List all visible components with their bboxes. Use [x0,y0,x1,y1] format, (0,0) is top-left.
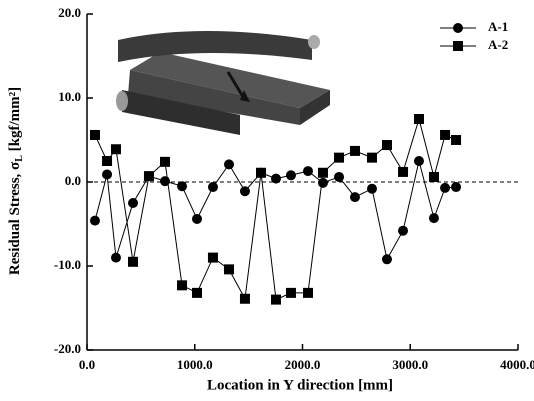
data-point [110,144,121,155]
legend-label: A-2 [488,37,508,52]
y-tick-label: 20.0 [58,5,81,20]
y-axis-label-main: Residual Stress, σ [7,161,23,275]
y-tick-label: 10.0 [58,89,81,104]
data-point [239,186,250,197]
data-point [317,177,328,188]
data-point [285,170,296,181]
x-tick-label: 1000.0 [177,357,213,372]
data-point [381,140,392,151]
y-tick-label: -20.0 [54,341,81,356]
x-tick-label: 2000.0 [285,357,321,372]
data-point [451,135,462,145]
data-point [317,167,328,178]
series-line [94,117,457,301]
data-point [366,183,377,194]
data-point [366,152,377,163]
data-point [285,287,296,298]
data-point [398,166,409,177]
data-point [451,182,462,193]
legend-marker [453,41,463,51]
x-tick-label: 4000.0 [500,357,534,372]
data-point [334,152,345,163]
data-point [224,264,235,275]
x-tick-label: 0.0 [79,357,95,372]
legend-label: A-1 [488,19,508,34]
data-point [270,173,281,184]
data-point [413,114,424,124]
data-point [224,159,235,170]
data-point [349,192,360,203]
y-axis-label-unit: [kgf/mm²] [7,87,23,155]
data-point [413,156,424,166]
data-point [381,254,392,265]
data-point [128,198,139,208]
data-point [440,182,451,193]
data-point [102,169,113,180]
data-point [110,252,121,263]
data-point [89,129,100,140]
data-point [428,171,439,182]
y-axis-label: Residual Stress, σL [kgf/mm²] [7,87,25,275]
data-point [207,182,218,193]
data-point [302,166,313,177]
x-axis-label: Location in Y direction [mm] [207,377,393,393]
data-point [192,287,203,298]
y-axis-label-subscript: L [14,155,25,162]
data-point [428,213,439,224]
data-point [177,280,188,291]
data-point [89,215,100,226]
data-point [398,225,409,236]
data-point [256,167,267,178]
y-tick-label: 0.0 [65,173,81,188]
data-point [440,129,451,140]
y-tick-label: -10.0 [54,257,81,272]
legend-marker [453,23,463,33]
inset-illustration [116,31,330,135]
data-point [270,294,281,305]
data-point [302,287,313,298]
data-point [102,156,113,166]
x-tick-label: 3000.0 [392,357,428,372]
data-point [239,293,250,304]
data-point [349,145,360,156]
data-point [334,171,345,182]
data-point [177,181,188,192]
data-point [128,256,139,267]
data-point [160,156,171,167]
data-point [143,171,154,182]
data-point [192,213,203,224]
data-point [207,252,218,263]
